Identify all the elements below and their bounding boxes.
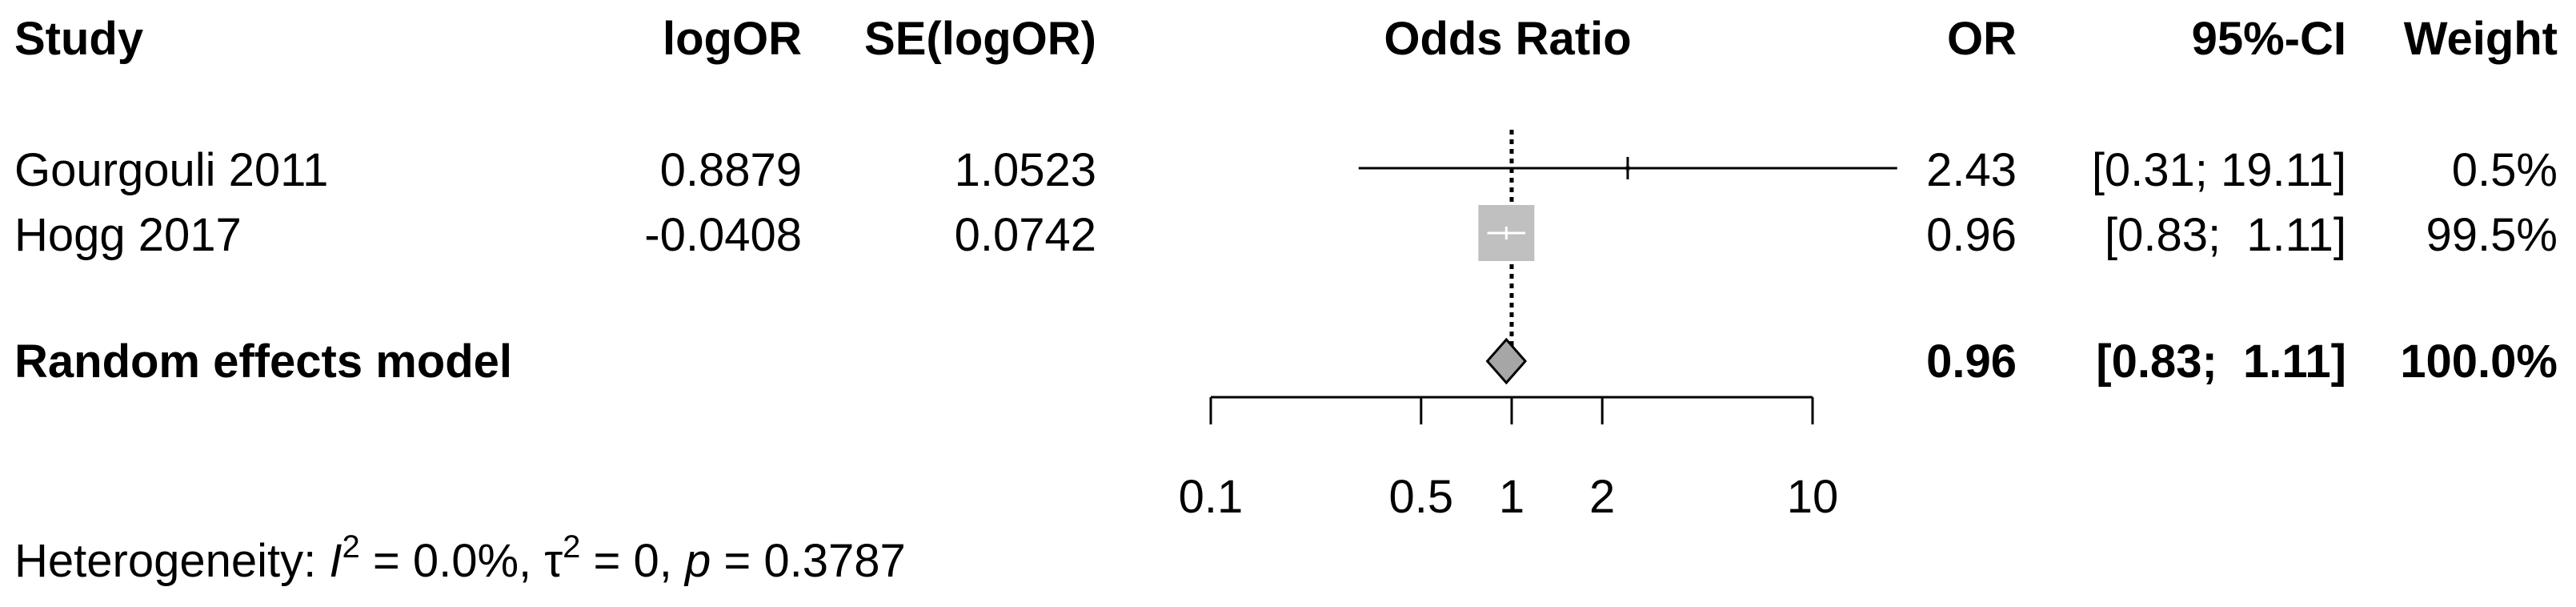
header-se: SE(logOR) [864,13,1096,65]
tau2-value: = 0, [580,535,685,587]
study-or: 0.96 [1926,209,2017,261]
header-odds-ratio: Odds Ratio [1384,13,1631,65]
summary-label: Random effects model [14,336,512,388]
x-tick-label: 2 [1589,471,1615,523]
summary-or: 0.96 [1926,336,2017,388]
study-ci: [0.31; 19.11] [2092,144,2346,196]
study-ci: [0.83; 1.11] [2105,209,2346,261]
x-tick-label: 10 [1787,471,1839,523]
x-tick-label: 0.1 [1179,471,1244,523]
summary-diamond [1485,337,1528,385]
study-or: 2.43 [1926,144,2017,196]
header-weight: Weight [2404,13,2558,65]
p-value: = 0.3787 [711,535,906,587]
summary-ci: [0.83; 1.11] [2096,336,2346,388]
tau2-symbol: τ [544,535,563,587]
i2-symbol: I [329,535,342,587]
heterogeneity-prefix: Heterogeneity: [14,535,329,587]
study-se: 0.0742 [955,209,1096,261]
x-tick-label: 1 [1499,471,1524,523]
tau2-superscript: 2 [563,529,580,565]
summary-weight: 100.0% [2400,336,2558,388]
study-weight: 0.5% [2452,144,2558,196]
study-logor: -0.0408 [644,209,802,261]
study-se: 1.0523 [955,144,1096,196]
header-ci: 95%-CI [2192,13,2346,65]
x-tick-label: 0.5 [1388,471,1453,523]
study-name: Gourgouli 2011 [14,144,328,196]
header-logor: logOR [663,13,802,65]
study-logor: 0.8879 [660,144,802,196]
forest-marks: 0.1 0.5 1 2 10 [1179,130,1897,523]
study-weight: 99.5% [2426,209,2558,261]
study-name: Hogg 2017 [14,209,242,261]
i2-value: = 0.0%, [360,535,545,587]
i2-superscript: 2 [342,529,359,565]
header-or: OR [1947,13,2017,65]
heterogeneity-text: Heterogeneity: I2 = 0.0%, τ2 = 0, p = 0.… [14,529,906,587]
header-study: Study [14,13,143,65]
p-symbol: p [683,535,711,587]
